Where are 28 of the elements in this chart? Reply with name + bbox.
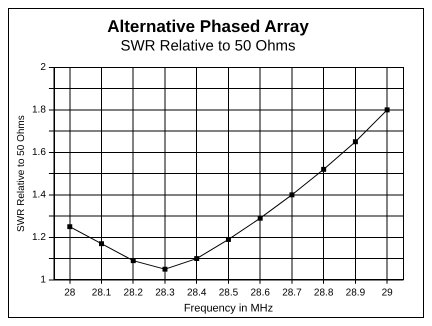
x-tick-label: 28 [64, 288, 76, 299]
x-tick-label: 28.3 [155, 288, 176, 299]
y-tick-label: 1.4 [32, 190, 46, 201]
point [226, 236, 231, 242]
y-tick-label: 1.6 [32, 147, 46, 158]
point [321, 166, 326, 172]
x-tick-label: 28.7 [282, 288, 302, 299]
y-tick-label: 1.2 [32, 232, 46, 244]
point [384, 107, 390, 112]
point [352, 139, 358, 144]
point [289, 192, 294, 198]
chart-title: Alternative Phased Array [107, 16, 310, 36]
x-tick-label: 28.8 [314, 288, 334, 299]
x-tick-label: 28.9 [346, 288, 366, 299]
point [67, 224, 72, 230]
y-tick-label: 1 [40, 274, 46, 286]
point [162, 266, 168, 272]
y-axis-title: SWR Relative to 50 Ohms [16, 115, 27, 232]
y-tick-label: 1.8 [32, 104, 46, 116]
x-tick-label: 28.6 [250, 288, 270, 299]
x-tick-label: 29 [382, 288, 394, 299]
x-tick-label: 28.5 [218, 288, 239, 299]
x-tick-label: 28.1 [92, 288, 112, 299]
x-tick-label: 28.4 [186, 288, 207, 299]
y-tick-label: 2 [40, 62, 46, 74]
point [99, 241, 104, 246]
point [194, 256, 200, 262]
x-tick-label: 28.2 [124, 288, 144, 299]
